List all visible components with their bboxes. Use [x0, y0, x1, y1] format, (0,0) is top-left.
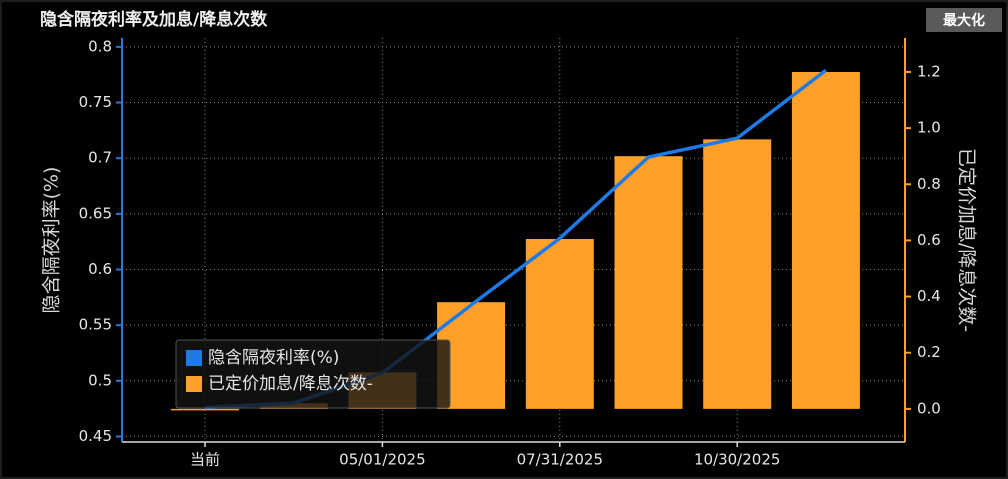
legend-label: 已定价加息/降息次数- — [208, 374, 373, 394]
y2-tick-label: 0.6 — [917, 231, 941, 249]
y-axis-title: 隐含隔夜利率(%) — [41, 167, 63, 314]
bar — [171, 408, 239, 411]
y2-tick-label: 0.2 — [917, 343, 941, 361]
maximize-button[interactable] — [926, 8, 1002, 32]
chart-title: 隐含隔夜利率及加息/降息次数 — [40, 9, 268, 30]
y-tick-label: 0.6 — [88, 260, 112, 278]
y2-tick-label: 0.4 — [917, 287, 941, 305]
maximize-label[interactable]: 最大化 — [943, 12, 985, 29]
bar — [614, 156, 683, 409]
bar — [791, 71, 860, 409]
legend-swatch — [186, 376, 202, 392]
y2-tick-label: 0.8 — [917, 175, 941, 193]
y-tick-label: 0.45 — [79, 427, 112, 445]
bar — [525, 239, 594, 409]
y-tick-label: 0.75 — [79, 93, 112, 111]
y2-tick-label: 1.2 — [917, 62, 941, 80]
y2-tick-label: 0.0 — [917, 399, 941, 417]
y2-tick-label: 1.0 — [917, 119, 941, 137]
y-tick-label: 0.5 — [88, 371, 112, 389]
y-tick-label: 0.55 — [79, 316, 112, 334]
x-tick-label: 07/31/2025 — [517, 451, 603, 469]
x-tick-label: 当前 — [190, 451, 220, 469]
legend-swatch — [186, 350, 202, 366]
x-tick-label: 05/01/2025 — [339, 451, 425, 469]
bar — [703, 139, 772, 409]
y2-axis-title: 已定价加息/降息次数- — [956, 148, 978, 332]
y-tick-label: 0.7 — [88, 149, 112, 167]
x-tick-label: 10/30/2025 — [694, 451, 780, 469]
y-tick-label: 0.65 — [79, 204, 112, 222]
legend-label: 隐含隔夜利率(%) — [208, 348, 339, 368]
legend-box — [175, 339, 451, 409]
y-tick-label: 0.8 — [88, 37, 112, 55]
